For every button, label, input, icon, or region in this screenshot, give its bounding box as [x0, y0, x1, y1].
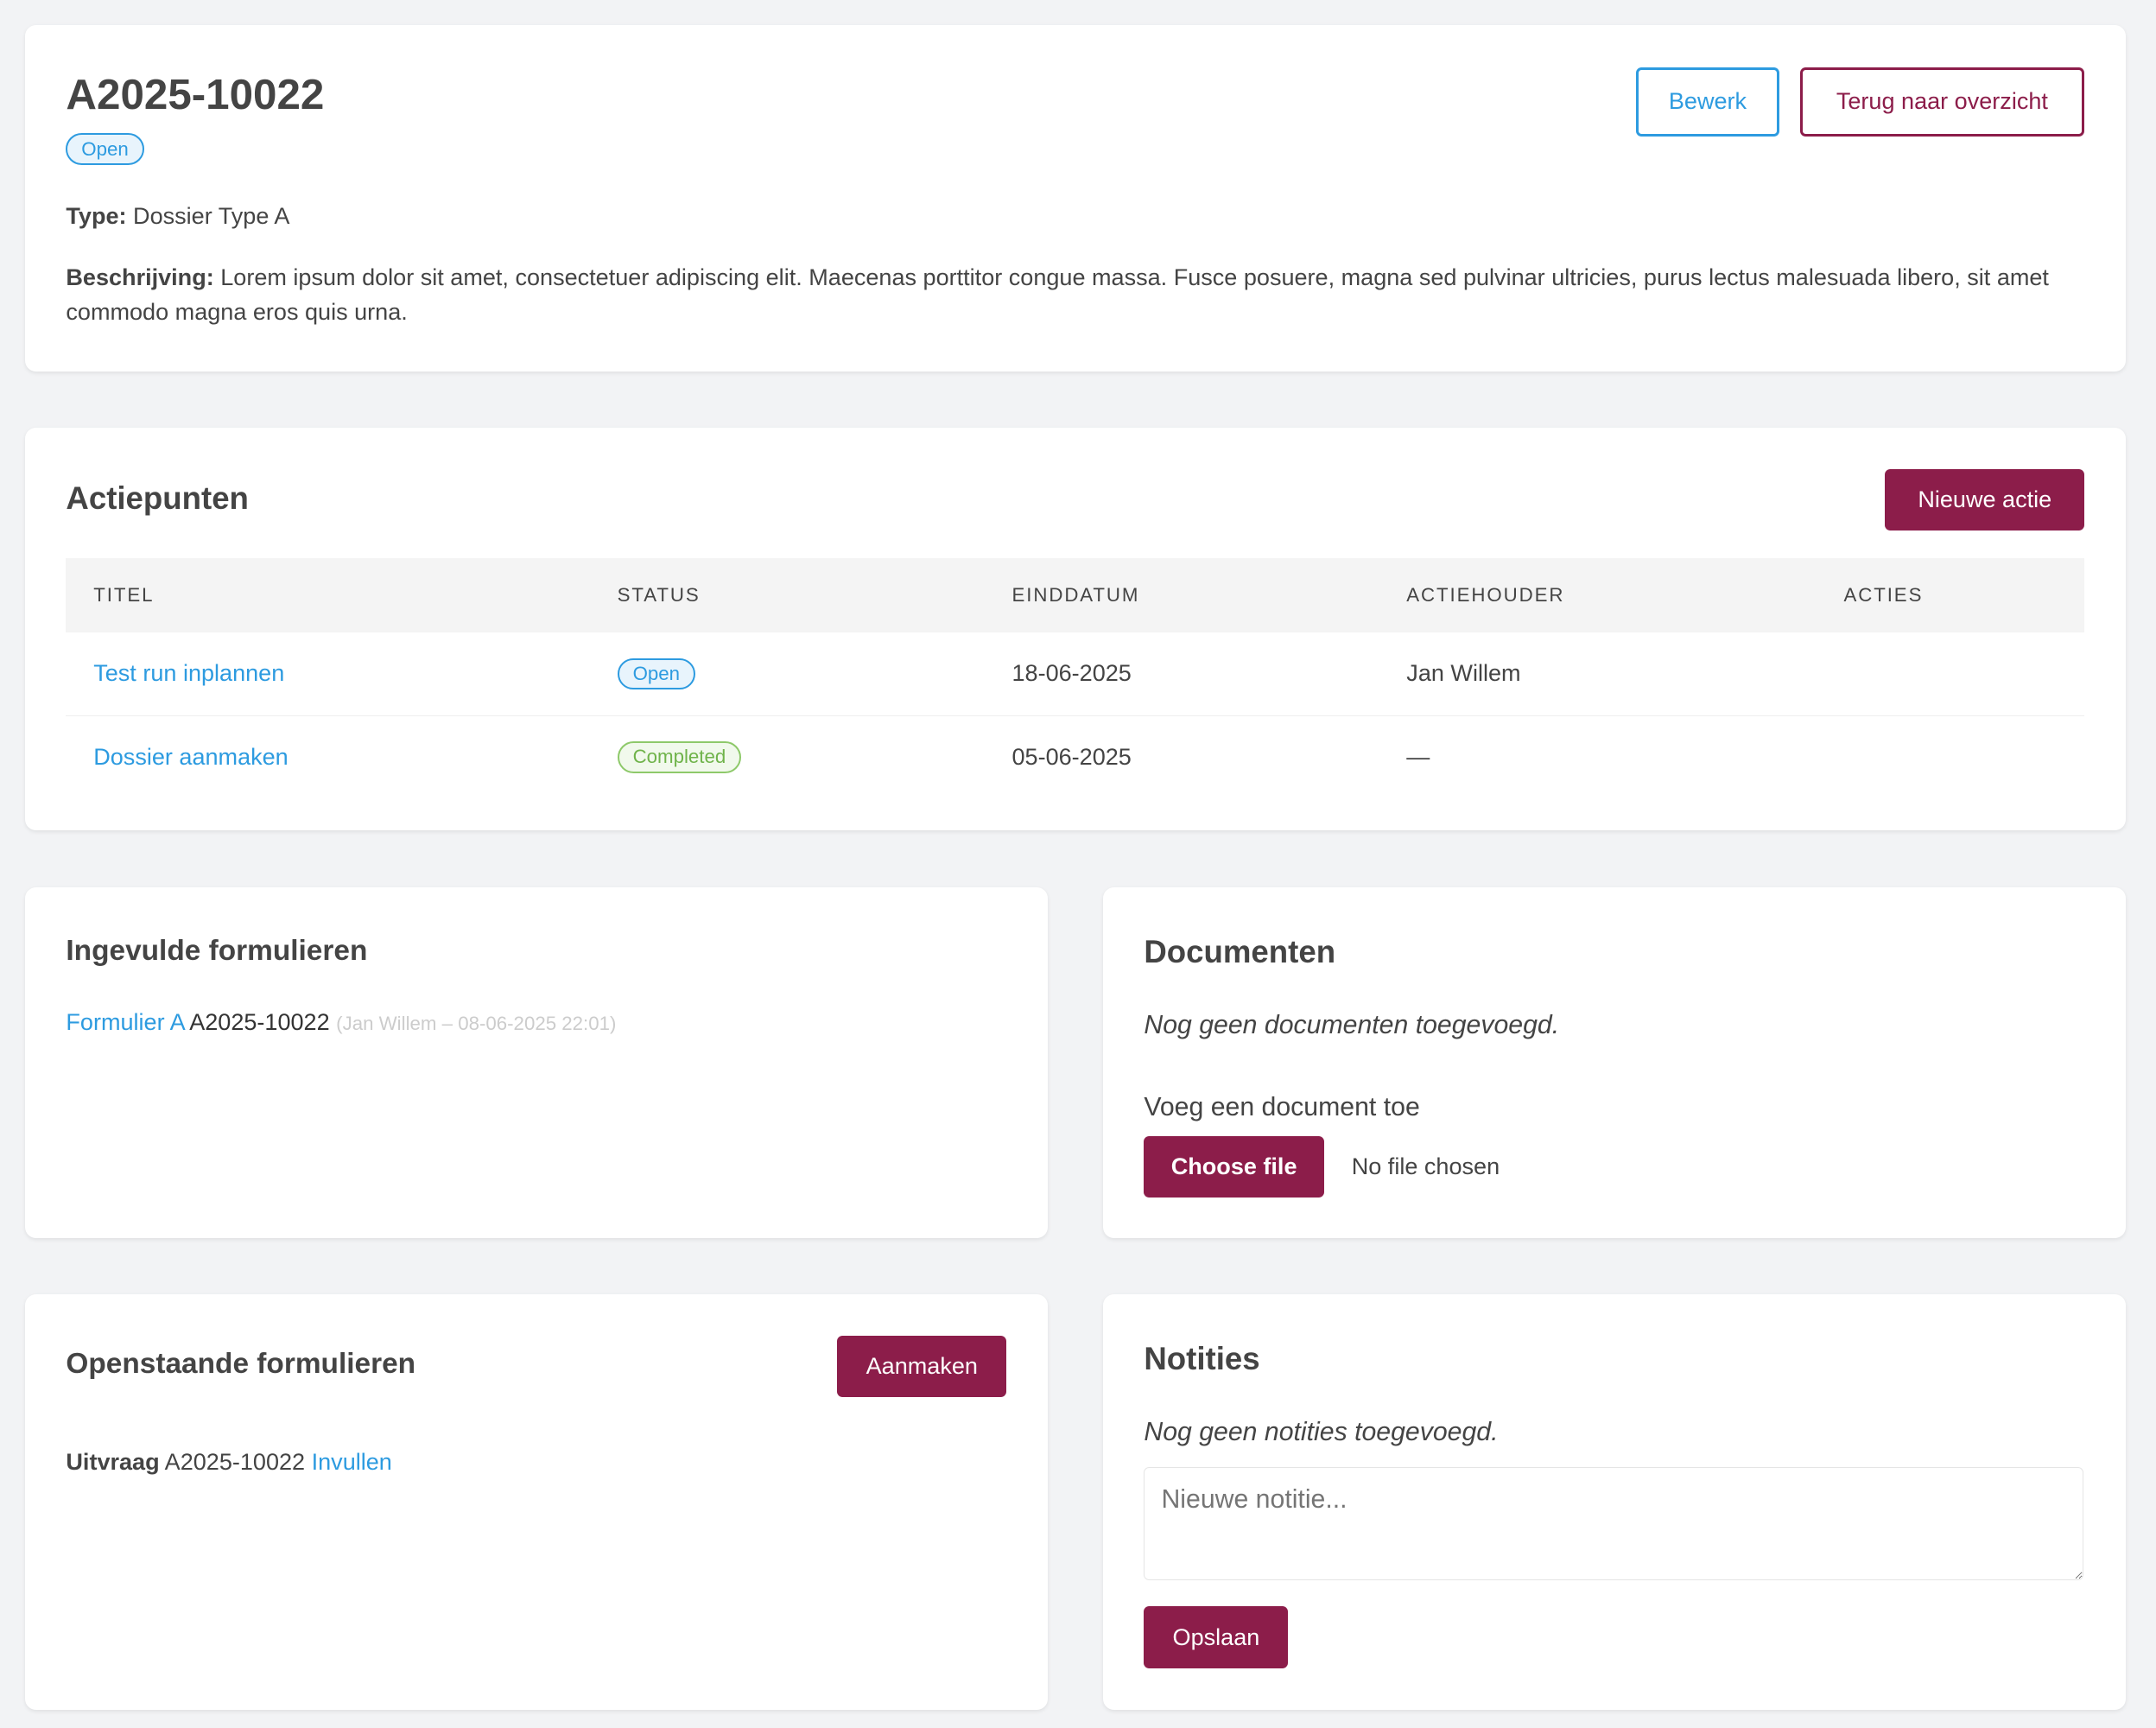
pending-forms-title: Openstaande formulieren	[66, 1347, 416, 1380]
description: Beschrijving: Lorem ipsum dolor sit amet…	[66, 261, 2073, 330]
page-title: A2025-10022	[66, 71, 325, 119]
notes-title: Notities	[1144, 1340, 1260, 1376]
form-link[interactable]: Formulier A	[66, 1008, 185, 1035]
add-document-label: Voeg een document toe	[1144, 1093, 1420, 1122]
status-badge: Open	[66, 133, 144, 165]
type-line: Type: Dossier Type A	[66, 200, 289, 234]
new-note-input[interactable]	[1144, 1467, 2083, 1580]
back-to-overview-button[interactable]: Terug naar overzicht	[1799, 67, 2085, 137]
table-row: Dossier aanmaken Completed 05-06-2025 —	[66, 715, 2084, 798]
actions-title: Actiepunten	[66, 480, 249, 516]
column-header: STATUS	[589, 558, 985, 633]
due-date: 18-06-2025	[984, 632, 1379, 716]
table-header: TITEL STATUS EINDDATUM ACTIEHOUDER ACTIE…	[66, 558, 2085, 633]
form-meta: (Jan Willem – 08-06-2025 22:01)	[336, 1012, 617, 1034]
filled-forms-title: Ingevulde formulieren	[66, 935, 368, 968]
edit-button[interactable]: Bewerk	[1636, 67, 1779, 137]
actions-cell	[1817, 715, 2085, 798]
owner: —	[1406, 743, 1430, 770]
documents-empty: Nog geen documenten toegevoegd.	[1144, 1010, 1560, 1039]
form-code: A2025-10022	[189, 1008, 330, 1035]
pending-item-code: A2025-10022	[164, 1448, 306, 1475]
notes-card: Notities Nog geen notities toegevoegd. O…	[1102, 1293, 2126, 1710]
new-action-button[interactable]: Nieuwe actie	[1885, 468, 2085, 531]
documents-title: Documenten	[1144, 933, 1336, 969]
type-value: Dossier Type A	[133, 202, 290, 229]
filled-form-item: Formulier A A2025-10022 (Jan Willem – 08…	[66, 1006, 616, 1041]
pending-forms-card: Openstaande formulieren Aanmaken Uitvraa…	[24, 1293, 1048, 1710]
notes-empty: Nog geen notities toegevoegd.	[1144, 1417, 1499, 1446]
no-file-text: No file chosen	[1351, 1153, 1500, 1179]
type-label: Type:	[66, 202, 127, 229]
actions-cell	[1816, 632, 2085, 716]
owner: Jan Willem	[1379, 632, 1817, 716]
action-title-link[interactable]: Dossier aanmaken	[93, 743, 289, 770]
column-header: ACTIEHOUDER	[1379, 558, 1817, 633]
status-badge: Completed	[617, 741, 742, 773]
actions-card: Actiepunten Nieuwe actie TITEL STATUS EI…	[24, 428, 2126, 831]
column-header: TITEL	[66, 558, 590, 633]
choose-file-button[interactable]: Choose file	[1144, 1135, 1324, 1198]
actions-table: TITEL STATUS EINDDATUM ACTIEHOUDER ACTIE…	[66, 558, 2085, 798]
status-badge: Open	[617, 658, 695, 690]
pending-item: Uitvraag A2025-10022 Invullen	[66, 1445, 391, 1480]
column-header: ACTIES	[1816, 558, 2085, 633]
table-row: Test run inplannen Open 18-06-2025 Jan W…	[66, 632, 2085, 716]
save-note-button[interactable]: Opslaan	[1144, 1606, 1289, 1668]
column-header: EINDDATUM	[984, 558, 1379, 633]
description-value: Lorem ipsum dolor sit amet, consectetuer…	[66, 264, 2049, 326]
description-label: Beschrijving:	[66, 264, 214, 291]
create-form-button[interactable]: Aanmaken	[837, 1335, 1007, 1398]
fill-in-link[interactable]: Invullen	[311, 1448, 392, 1475]
dossier-card: A2025-10022 Open Type: Dossier Type A Be…	[24, 24, 2126, 372]
documents-card: Documenten Nog geen documenten toegevoeg…	[1102, 886, 2126, 1238]
pending-item-label: Uitvraag	[66, 1448, 160, 1475]
action-title-link[interactable]: Test run inplannen	[93, 660, 285, 687]
filled-forms-card: Ingevulde formulieren Formulier A A2025-…	[24, 886, 1048, 1238]
due-date: 05-06-2025	[1011, 743, 1132, 770]
